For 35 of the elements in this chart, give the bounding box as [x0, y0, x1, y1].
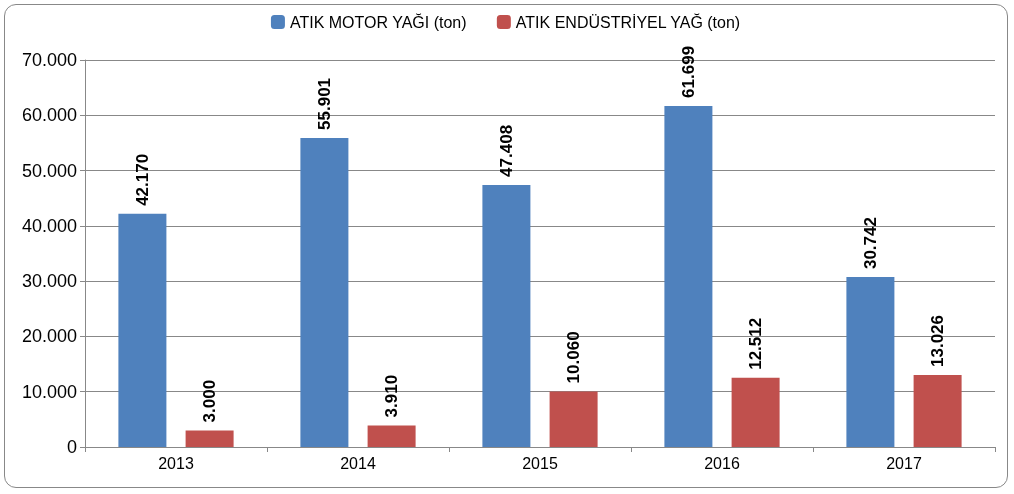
x-tick-label: 2014: [340, 454, 376, 472]
x-tick-label: 2013: [158, 454, 194, 472]
data-label: 3.910: [382, 374, 402, 418]
data-label: 10.060: [564, 331, 584, 384]
legend-label: ATIK MOTOR YAĞI (ton): [289, 12, 467, 31]
bar: [913, 374, 962, 447]
y-tick-label: 0: [66, 437, 77, 457]
y-tick-label: 70.000: [21, 50, 77, 70]
bar: [300, 137, 349, 447]
bar: [731, 377, 780, 447]
data-label: 12.512: [746, 317, 766, 370]
y-tick-label: 20.000: [21, 326, 77, 347]
legend-label: ATIK ENDÜSTRİYEL YAĞ (ton): [515, 12, 741, 31]
y-tick-label: 50.000: [21, 160, 77, 181]
data-label: 42.170: [132, 153, 152, 206]
bar: [482, 184, 531, 447]
data-label: 47.408: [496, 124, 516, 177]
y-tick-label: 30.000: [21, 271, 77, 292]
bar: [664, 105, 713, 447]
data-label: 61.699: [678, 45, 698, 98]
y-tick-label: 60.000: [21, 105, 77, 126]
bar: [367, 425, 416, 447]
bar: [118, 213, 167, 447]
data-label: 13.026: [928, 314, 948, 367]
bar: [846, 277, 895, 447]
y-tick-label: 10.000: [21, 381, 77, 402]
data-label: 55.901: [314, 77, 334, 130]
bar: [549, 391, 598, 447]
x-tick-label: 2017: [886, 454, 922, 472]
x-tick-label: 2016: [704, 454, 740, 472]
x-tick-label: 2015: [522, 454, 558, 472]
data-label: 3.000: [200, 379, 220, 423]
y-tick-label: 40.000: [21, 215, 77, 236]
data-label: 30.742: [860, 217, 880, 270]
bar: [185, 430, 234, 447]
